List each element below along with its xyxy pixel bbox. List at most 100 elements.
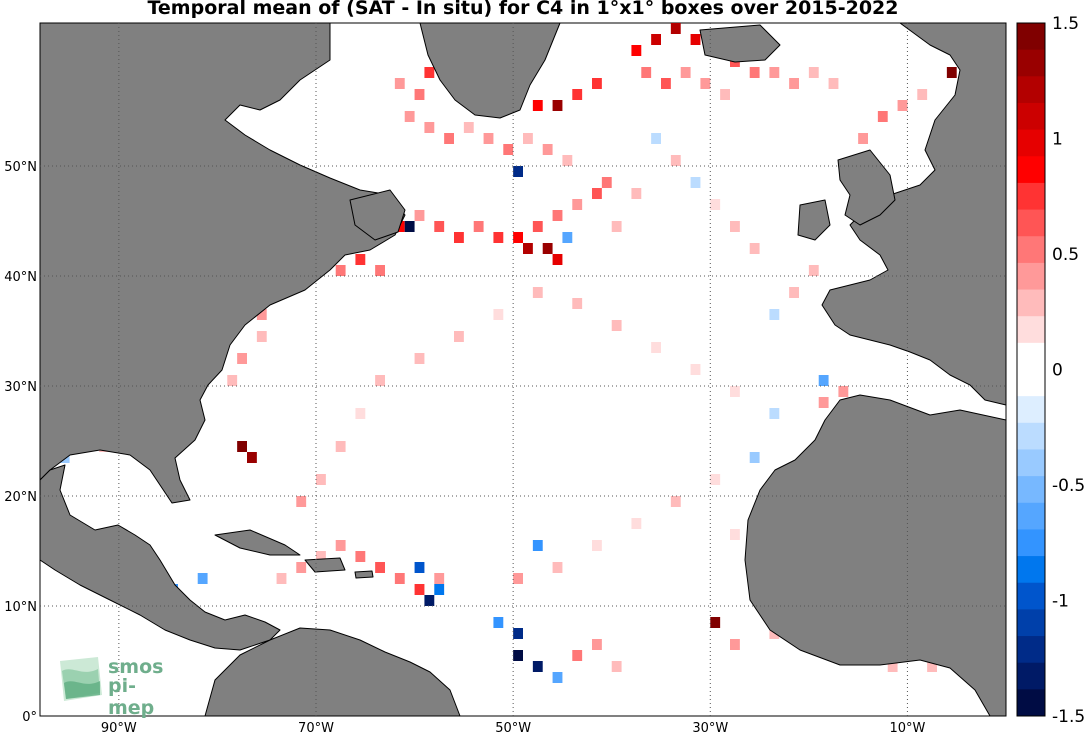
graticule — [40, 23, 1006, 716]
colorbar-segment — [1017, 23, 1045, 51]
data-cell — [710, 199, 721, 210]
latitude-label: 20°N — [4, 490, 37, 505]
data-cell — [513, 232, 523, 243]
map-title: Temporal mean of (SAT - In situ) for C4 … — [147, 0, 899, 19]
data-cell — [710, 617, 721, 628]
data-cell — [375, 375, 385, 386]
data-cell — [424, 67, 435, 78]
data-cell — [641, 67, 652, 78]
data-cell — [552, 672, 563, 683]
data-cell — [670, 23, 681, 34]
data-cell — [562, 155, 573, 166]
land-europe — [821, 22, 1007, 406]
colorbar-segment — [1017, 502, 1045, 530]
colorbar-tick-label: -1.5 — [1052, 707, 1085, 727]
colorbar-segment — [1017, 662, 1045, 690]
data-cell — [897, 100, 908, 111]
data-cell — [316, 474, 326, 485]
data-cell — [808, 265, 819, 276]
data-cell — [562, 232, 573, 243]
data-cell — [414, 584, 425, 595]
data-cell — [552, 100, 563, 111]
data-cell — [434, 221, 445, 232]
data-cell — [483, 133, 494, 144]
data-cell — [513, 650, 523, 661]
data-cell — [572, 298, 583, 309]
land-layer — [39, 22, 1007, 717]
data-cell — [513, 573, 523, 584]
data-cell — [611, 661, 622, 672]
data-cell — [523, 243, 533, 254]
data-cell — [651, 342, 661, 353]
land-mexico-central-america — [39, 464, 281, 651]
colorbar-tick-labels: 1.5 1 0.5 0 -0.5 -1 -1.5 — [1052, 14, 1085, 727]
colorbar-tick-label: 0 — [1052, 361, 1063, 381]
data-cell — [552, 254, 563, 265]
land-britain — [837, 149, 896, 226]
data-cell — [532, 221, 543, 232]
colorbar — [1017, 23, 1045, 717]
colorbar-segment — [1017, 49, 1045, 77]
data-cell — [493, 617, 504, 628]
land-south-america — [204, 627, 461, 717]
data-cell — [670, 496, 681, 507]
colorbar-segment — [1017, 609, 1045, 637]
data-cell — [927, 661, 937, 672]
longitude-label: 70°W — [298, 721, 334, 735]
longitude-labels: 90°W 70°W 50°W 30°W 10°W — [101, 721, 926, 735]
data-cell — [592, 78, 602, 89]
colorbar-segment — [1017, 236, 1045, 264]
data-cell — [424, 122, 435, 133]
data-cell — [769, 309, 780, 320]
colorbar-segment — [1017, 422, 1045, 450]
colorbar-segment — [1017, 289, 1045, 317]
data-cell — [532, 661, 543, 672]
latitude-label: 10°N — [4, 600, 37, 615]
data-cell — [434, 573, 445, 584]
data-cell — [749, 243, 760, 254]
data-cell — [818, 375, 829, 386]
data-cell — [611, 221, 622, 232]
data-cell — [296, 562, 307, 573]
data-cell — [887, 661, 898, 672]
data-cell — [651, 34, 661, 45]
data-cell — [789, 287, 799, 298]
data-cell — [454, 232, 464, 243]
data-cell — [473, 221, 484, 232]
longitude-label: 90°W — [101, 721, 137, 735]
data-cell — [542, 243, 553, 254]
latitude-labels: 0° 10°N 20°N 30°N 40°N 50°N — [4, 160, 37, 725]
data-cell — [513, 166, 523, 177]
data-cell — [434, 584, 445, 595]
data-cell — [355, 254, 366, 265]
data-cell — [838, 386, 849, 397]
colorbar-segment — [1017, 582, 1045, 610]
colorbar-segment — [1017, 182, 1045, 211]
land-greenland — [419, 22, 561, 119]
data-cell — [651, 133, 661, 144]
colorbar-segment — [1017, 156, 1045, 184]
data-cell — [730, 529, 740, 540]
data-cell — [256, 309, 267, 320]
data-cell — [355, 408, 366, 419]
data-cell — [237, 353, 247, 364]
colorbar-tick-label: 1 — [1052, 130, 1063, 150]
data-cell — [592, 639, 602, 650]
data-cell — [552, 562, 563, 573]
colorbar-frame — [1016, 22, 1046, 717]
data-cell — [542, 144, 553, 155]
colorbar-segment — [1017, 369, 1045, 397]
data-cell — [463, 122, 474, 133]
data-cell — [444, 133, 454, 144]
data-cell — [828, 78, 839, 89]
data-cell — [375, 562, 385, 573]
data-cell — [858, 133, 868, 144]
colorbar-segment — [1017, 76, 1045, 104]
colorbar-segment — [1017, 689, 1045, 717]
data-cell — [256, 331, 267, 342]
data-cell — [680, 67, 691, 78]
data-cell — [592, 188, 602, 199]
data-cell — [503, 144, 514, 155]
data-cell — [592, 540, 602, 551]
colorbar-tick-label: 1.5 — [1052, 14, 1079, 34]
